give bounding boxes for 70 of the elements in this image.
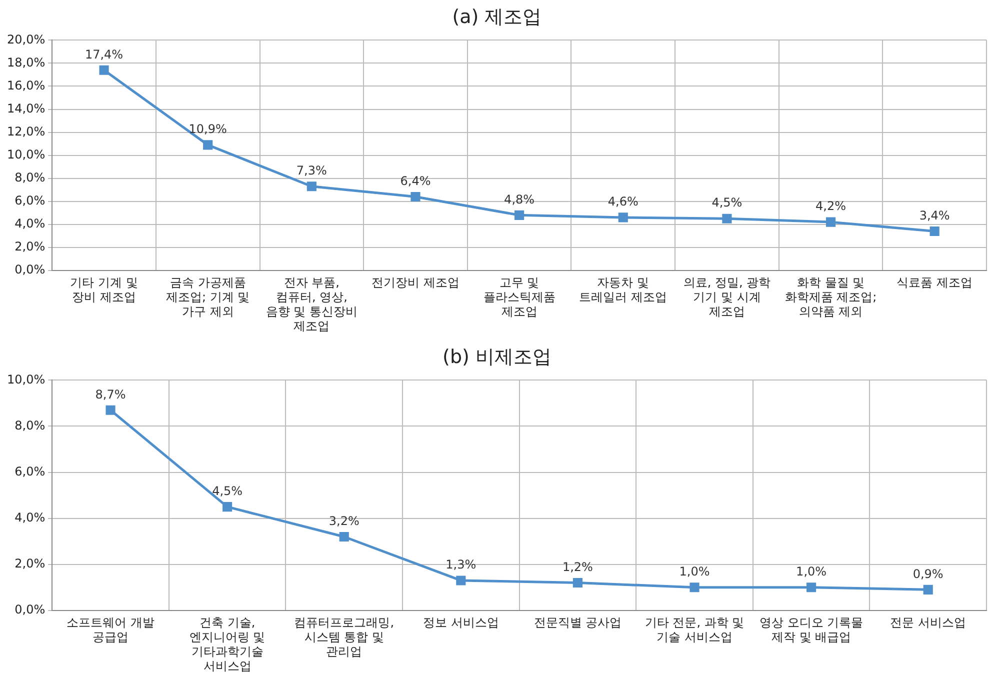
data-label: 0,9%	[912, 566, 944, 581]
point	[106, 405, 116, 415]
data-label: 1,0%	[796, 564, 827, 579]
y-tick-label: 12,0%	[6, 124, 46, 138]
x-tick-label: 정보 서비스업	[423, 616, 499, 630]
y-tick-label: 6,0%	[14, 464, 46, 478]
chart-title: (a) 제조업	[451, 5, 543, 30]
y-tick-label: 20,0%	[6, 32, 46, 46]
data-label: 3,2%	[328, 514, 360, 528]
data-label: 4,8%	[504, 192, 535, 206]
point	[410, 192, 420, 202]
point	[618, 212, 628, 222]
point	[826, 217, 836, 227]
point	[339, 532, 349, 542]
x-tick-label: 건축 기술, 엔지니어링 및 기타과학기술 서비스업	[189, 616, 266, 673]
x-tick-label: 기타 전문, 과학 및 기술 서비스업	[644, 616, 744, 644]
point	[572, 578, 582, 588]
y-tick-label: 2,0%	[14, 556, 46, 570]
y-tick-label: 8,0%	[14, 170, 46, 184]
x-tick-label: 화학 물질 및 화학제품 제조업; 의약품 제외	[784, 276, 877, 319]
data-label: 7,3%	[296, 164, 327, 178]
y-tick-label: 2,0%	[14, 240, 46, 254]
x-tick-label: 금속 가공제품 제조업; 기계 및 가구 제외	[166, 276, 250, 319]
x-tick-label: 컴퓨터프로그래밍, 시스템 통합 및 관리업	[294, 616, 394, 659]
data-label: 4,6%	[608, 194, 638, 209]
y-tick-label: 14,0%	[6, 101, 46, 116]
x-tick-label: 전자 부품, 컴퓨터, 영상, 음향 및 통신장비 제조업	[266, 276, 358, 333]
x-tick-label: 의료, 정밀, 광학 기기 및 시계 제조업	[683, 276, 771, 319]
point	[806, 582, 816, 592]
x-tick-label: 전기장비 제조업	[372, 276, 460, 290]
x-tick-label: 식료품 제조업	[896, 276, 973, 290]
data-label: 1,2%	[562, 560, 593, 574]
point	[99, 65, 109, 75]
data-label: 10,9%	[188, 122, 227, 136]
point	[690, 582, 700, 592]
y-tick-label: 10,0%	[6, 147, 46, 162]
data-label: 8,7%	[95, 387, 126, 402]
point	[930, 226, 940, 236]
data-label: 6,4%	[400, 174, 431, 188]
data-label: 4,2%	[816, 199, 846, 214]
x-tick-label: 고무 및 플라스틱제품 제조업	[483, 276, 556, 319]
y-tick-label: 6,0%	[14, 193, 46, 208]
y-tick-label: 18,0%	[6, 55, 46, 70]
y-tick-label: 0,0%	[14, 602, 46, 617]
x-tick-label: 소프트웨어 개발 공급업	[66, 616, 154, 644]
y-tick-label: 10,0%	[6, 372, 46, 386]
y-tick-label: 4,0%	[14, 510, 46, 524]
point	[306, 182, 316, 192]
y-tick-label: 8,0%	[14, 418, 46, 432]
point	[456, 576, 466, 586]
y-tick-label: 0,0%	[14, 262, 46, 277]
data-label: 4,5%	[712, 196, 742, 210]
point	[923, 584, 933, 594]
x-tick-label: 자동차 및 트레일러 제조업	[579, 276, 668, 304]
x-tick-label: 기타 기계 및 장비 제조업	[70, 276, 138, 304]
x-tick-label: 전문직별 공사업	[534, 616, 622, 630]
y-tick-label: 4,0%	[14, 216, 46, 230]
data-label: 4,5%	[212, 484, 243, 498]
point	[222, 502, 232, 512]
y-tick-label: 16,0%	[6, 78, 46, 92]
chart-title: (b) 비제조업	[442, 345, 552, 370]
data-label: 1,3%	[446, 558, 476, 572]
x-tick-label: 전문 서비스업	[890, 616, 966, 630]
data-label: 17,4%	[84, 47, 124, 62]
point	[722, 214, 732, 224]
point	[203, 140, 213, 150]
point	[514, 210, 524, 220]
data-label: 3,4%	[919, 208, 950, 222]
x-tick-label: 영상 오디오 기록물 제작 및 배급업	[759, 616, 864, 644]
data-label: 1,0%	[679, 564, 710, 579]
